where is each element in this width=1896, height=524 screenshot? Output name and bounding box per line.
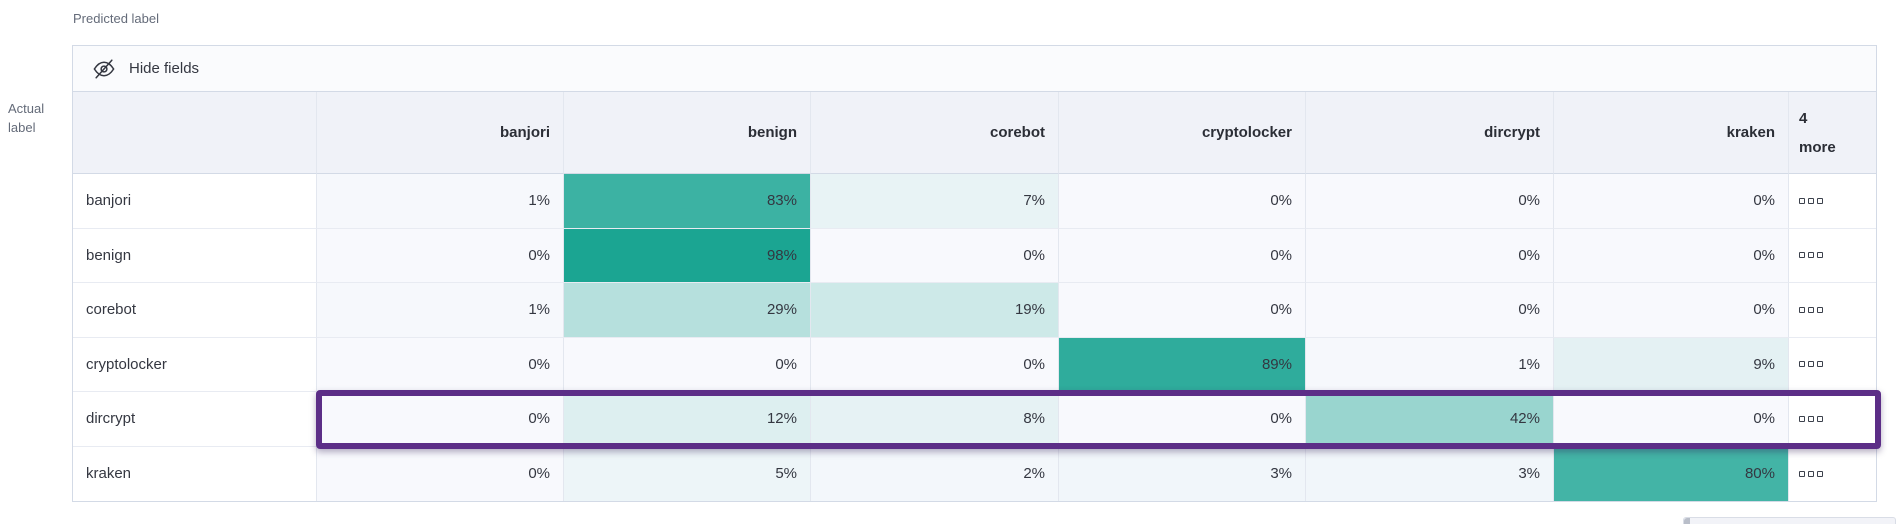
matrix-cell[interactable]: 0% <box>811 228 1059 283</box>
matrix-cell[interactable]: 0% <box>317 446 564 501</box>
actual-label-line1: Actual <box>8 101 45 116</box>
matrix-cell[interactable]: 0% <box>317 228 564 283</box>
row-actions-button[interactable] <box>1789 337 1876 392</box>
matrix-cell[interactable]: 42% <box>1306 392 1554 447</box>
header-row: banjori benign corebot cryptolocker dircrypt… <box>73 92 1876 174</box>
boxes-horizontal-icon <box>1799 470 1823 477</box>
column-header-banjori[interactable]: banjori <box>317 92 564 174</box>
matrix-cell[interactable]: 7% <box>811 174 1059 229</box>
matrix-row-banjori: banjori 1% 83% 7% 0% 0% 0% <box>73 174 1876 229</box>
matrix-cell[interactable]: 0% <box>1059 392 1306 447</box>
matrix-cell[interactable]: 9% <box>1554 337 1789 392</box>
matrix-cell[interactable]: 1% <box>1306 337 1554 392</box>
matrix-cell[interactable]: 3% <box>1306 446 1554 501</box>
column-header-corebot[interactable]: corebot <box>811 92 1059 174</box>
matrix-cell[interactable]: 0% <box>1554 283 1789 338</box>
row-label: banjori <box>73 174 317 229</box>
matrix-cell[interactable]: 19% <box>811 283 1059 338</box>
more-columns-header-count: 4 <box>1799 109 1808 127</box>
hide-fields-button[interactable]: Hide fields <box>93 58 199 80</box>
actual-label-axis-title: Actual label <box>8 99 44 137</box>
matrix-cell[interactable]: 0% <box>811 337 1059 392</box>
matrix-cell[interactable]: 1% <box>317 283 564 338</box>
matrix-cell[interactable]: 0% <box>1306 174 1554 229</box>
matrix-cell[interactable]: 0% <box>564 337 811 392</box>
row-actions-button[interactable] <box>1789 174 1876 229</box>
matrix-row-dircrypt: dircrypt 0% 12% 8% 0% 42% 0% <box>73 392 1876 447</box>
matrix-cell[interactable]: 2% <box>811 446 1059 501</box>
column-header-benign[interactable]: benign <box>564 92 811 174</box>
row-label: corebot <box>73 283 317 338</box>
more-columns-header[interactable]: 4 more <box>1789 92 1876 174</box>
matrix-rows: banjori 1% 83% 7% 0% 0% 0% benign 0% 98% 0% 0% 0% 0% c… <box>73 174 1876 501</box>
row-actions-button[interactable] <box>1789 228 1876 283</box>
boxes-horizontal-icon <box>1799 415 1823 422</box>
boxes-horizontal-icon <box>1799 361 1823 368</box>
grid-toolbar: Hide fields <box>73 46 1876 92</box>
matrix-cell[interactable]: 98% <box>564 228 811 283</box>
row-label: benign <box>73 228 317 283</box>
eye-closed-icon <box>93 58 115 80</box>
boxes-horizontal-icon <box>1799 197 1823 204</box>
matrix-row-corebot: corebot 1% 29% 19% 0% 0% 0% <box>73 283 1876 338</box>
column-header-kraken[interactable]: kraken <box>1554 92 1789 174</box>
predicted-label-axis-title: Predicted label <box>73 11 159 26</box>
matrix-cell[interactable]: 0% <box>317 337 564 392</box>
matrix-cell[interactable]: 0% <box>1059 174 1306 229</box>
row-actions-button[interactable] <box>1789 446 1876 501</box>
row-actions-button[interactable] <box>1789 392 1876 447</box>
boxes-horizontal-icon <box>1799 306 1823 313</box>
matrix-cell[interactable]: 0% <box>1554 392 1789 447</box>
matrix-cell[interactable]: 29% <box>564 283 811 338</box>
column-header-cryptolocker[interactable]: cryptolocker <box>1059 92 1306 174</box>
matrix-cell[interactable]: 5% <box>564 446 811 501</box>
matrix-cell[interactable]: 0% <box>1306 283 1554 338</box>
matrix-cell[interactable]: 12% <box>564 392 811 447</box>
confusion-matrix-grid: Hide fields banjori benign corebot cryptolo… <box>72 45 1881 502</box>
column-header-dircrypt[interactable]: dircrypt <box>1306 92 1554 174</box>
matrix-cell[interactable]: 83% <box>564 174 811 229</box>
matrix-cell[interactable]: 0% <box>1306 228 1554 283</box>
matrix-row-cryptolocker: cryptolocker 0% 0% 0% 89% 1% 9% <box>73 337 1876 392</box>
scrollbar-thumb-cap <box>1684 518 1690 524</box>
matrix-cell[interactable]: 3% <box>1059 446 1306 501</box>
more-columns-header-word: more <box>1799 138 1836 156</box>
matrix-cell[interactable]: 8% <box>811 392 1059 447</box>
row-actions-button[interactable] <box>1789 283 1876 338</box>
actual-label-line2: label <box>8 120 36 135</box>
matrix-row-benign: benign 0% 98% 0% 0% 0% 0% <box>73 228 1876 283</box>
matrix-cell[interactable]: 0% <box>1554 228 1789 283</box>
matrix-cell[interactable]: 1% <box>317 174 564 229</box>
row-label: cryptolocker <box>73 337 317 392</box>
boxes-horizontal-icon <box>1799 252 1823 259</box>
matrix-cell[interactable]: 89% <box>1059 337 1306 392</box>
matrix-cell[interactable]: 0% <box>1554 174 1789 229</box>
row-label: kraken <box>73 446 317 501</box>
matrix-cell[interactable]: 80% <box>1554 446 1789 501</box>
matrix-row-kraken: kraken 0% 5% 2% 3% 3% 80% <box>73 446 1876 501</box>
row-label-column-header <box>73 92 317 174</box>
matrix-cell[interactable]: 0% <box>1059 283 1306 338</box>
matrix-cell[interactable]: 0% <box>317 392 564 447</box>
matrix-cell[interactable]: 0% <box>1059 228 1306 283</box>
horizontal-scrollbar[interactable] <box>1683 517 1896 524</box>
row-label: dircrypt <box>73 392 317 447</box>
hide-fields-label: Hide fields <box>129 60 200 77</box>
